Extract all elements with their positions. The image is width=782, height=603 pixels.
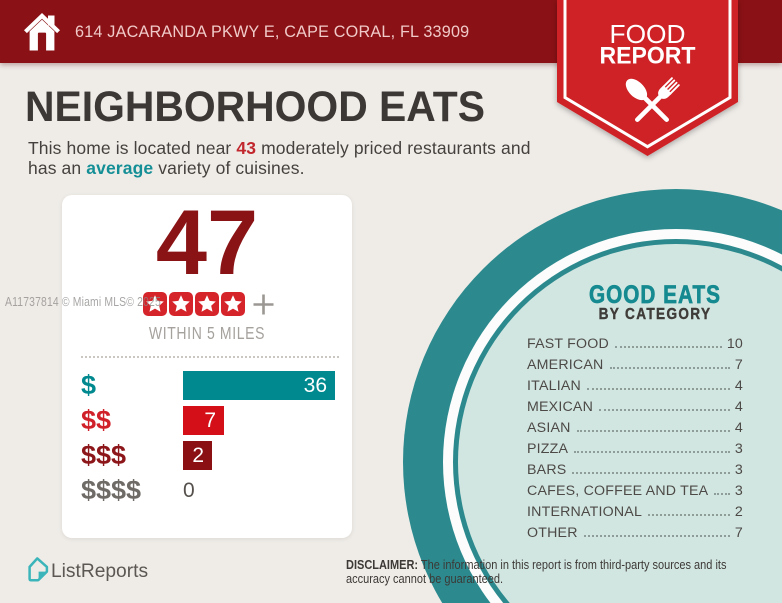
- svg-text:FOOD: FOOD: [610, 21, 686, 49]
- svg-text:REPORT: REPORT: [600, 43, 696, 70]
